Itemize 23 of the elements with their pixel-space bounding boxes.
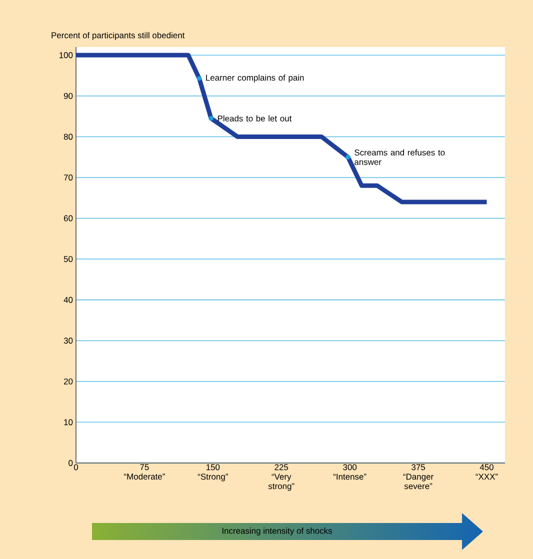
- x-tick-label: 75 “Moderate”: [124, 464, 165, 480]
- y-tick-label: 20: [64, 378, 73, 384]
- y-tick-label: 100: [59, 52, 73, 58]
- x-tick-label: 375 “Danger severe”: [403, 464, 434, 490]
- y-tick-label: 10: [64, 419, 73, 426]
- x-tick-label: 450 “XXX”: [476, 464, 498, 480]
- y-tick-label: 90: [64, 92, 73, 99]
- y-tick-label: 50: [64, 256, 73, 262]
- y-tick-label: 80: [64, 134, 73, 140]
- x-tick-label: 300 “Intense”: [333, 464, 366, 480]
- y-axis-title: Percent of participants still obedient: [52, 32, 185, 40]
- x-tick-label: 150 “Strong”: [198, 464, 228, 482]
- annotation: Pleads to be let out: [218, 115, 292, 122]
- x-axis-title: Increasing intensity of shocks: [222, 528, 332, 536]
- x-tick-label: 225 “Very strong”: [268, 464, 294, 491]
- annotation: Learner complains of pain: [206, 74, 304, 82]
- annotation: Screams and refuses to answer: [354, 149, 445, 165]
- y-tick-label: 30: [64, 338, 73, 344]
- y-tick-label: 40: [64, 296, 73, 303]
- x-tick-label: 0: [74, 464, 78, 470]
- y-tick-label: 70: [64, 174, 73, 181]
- y-tick-label: 0: [68, 460, 73, 466]
- y-tick-label: 60: [64, 215, 73, 222]
